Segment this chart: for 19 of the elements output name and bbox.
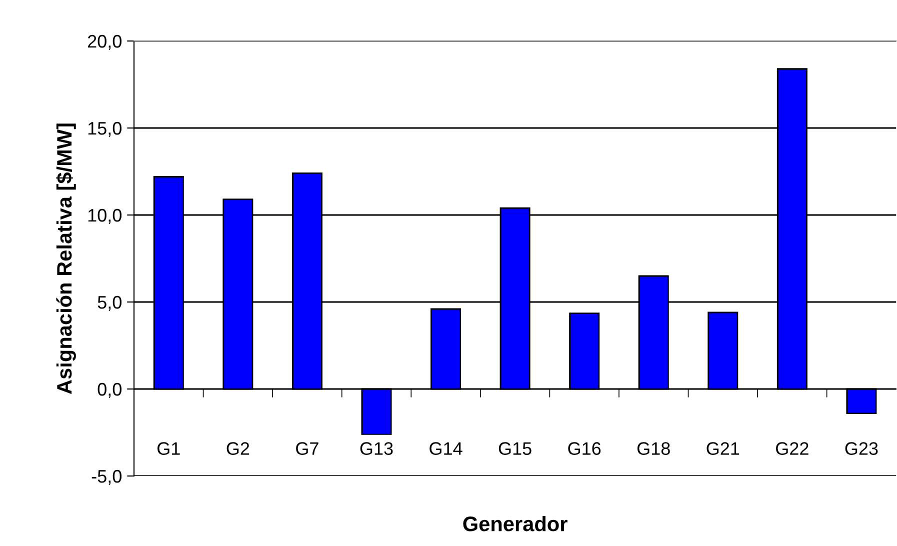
x-axis-title: Generador bbox=[463, 516, 568, 532]
x-tick-label: G2 bbox=[226, 442, 250, 455]
y-tick-label: 0,0 bbox=[98, 382, 122, 398]
y-tick-label: 10,0 bbox=[88, 208, 122, 224]
x-tick-label: G15 bbox=[498, 442, 532, 455]
y-tick-label: -5,0 bbox=[92, 470, 122, 485]
y-tick-label: 20,0 bbox=[88, 34, 122, 50]
x-tick-label: G7 bbox=[296, 442, 318, 455]
x-tick-label: G22 bbox=[776, 442, 808, 455]
x-tick-label: G21 bbox=[706, 442, 740, 455]
x-tick-label: G13 bbox=[360, 442, 393, 455]
y-tick-label: 15,0 bbox=[88, 122, 122, 137]
x-tick-label: G18 bbox=[637, 442, 670, 455]
x-tick-label: G23 bbox=[845, 442, 878, 455]
y-tick-label: 5,0 bbox=[98, 296, 122, 311]
x-tick-label: G16 bbox=[568, 442, 601, 455]
x-tick-label: G1 bbox=[158, 442, 180, 455]
x-tick-label: G14 bbox=[430, 442, 462, 455]
y-axis-title: Asignación Relativa [$/MW] bbox=[56, 124, 76, 394]
